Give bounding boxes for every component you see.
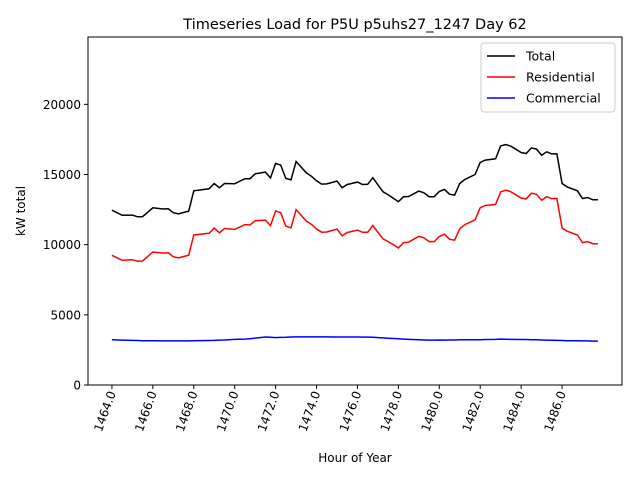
y-axis-label: kW total: [14, 186, 28, 236]
y-tick-label: 0: [73, 379, 81, 393]
legend-label-commercial: Commercial: [526, 91, 601, 106]
x-tick-label: 1466.0: [132, 389, 160, 433]
legend-frame: [480, 42, 616, 113]
x-axis-ticks: 1464.0 1466.0 1468.0 1470.0 1472.0 1474.0 1476…: [91, 385, 569, 433]
x-tick-label: 1482.0: [460, 389, 488, 433]
x-axis-label: Hour of Year: [318, 451, 392, 465]
x-tick-label: 1472.0: [255, 389, 283, 433]
x-tick-label: 1486.0: [541, 389, 569, 433]
series-layer: [111, 143, 598, 342]
x-tick-label: 1476.0: [337, 389, 365, 433]
chart-title: Timeseries Load for P5U p5uhs27_1247 Day…: [182, 17, 526, 33]
x-tick-label: 1470.0: [214, 389, 242, 433]
x-tick-label: 1468.0: [173, 389, 201, 433]
y-axis-ticks: 0 5000 10000 15000 20000: [43, 98, 88, 393]
legend-label-total: Total: [525, 49, 555, 64]
y-tick-label: 10000: [43, 238, 81, 252]
series-line-total: [111, 143, 598, 218]
x-tick-label: 1480.0: [419, 389, 447, 433]
x-tick-label: 1478.0: [378, 389, 406, 433]
series-line-residential: [111, 189, 598, 262]
legend-label-residential: Residential: [526, 70, 595, 85]
series-line-commercial: [111, 336, 598, 342]
legend: Total Residential Commercial: [480, 42, 616, 113]
x-tick-label: 1464.0: [91, 389, 119, 433]
x-tick-label: 1474.0: [296, 389, 324, 433]
y-tick-label: 15000: [43, 168, 81, 182]
x-tick-label: 1484.0: [500, 389, 528, 433]
y-tick-label: 5000: [50, 308, 81, 322]
y-tick-label: 20000: [43, 98, 81, 112]
plot-frame: [87, 36, 623, 386]
